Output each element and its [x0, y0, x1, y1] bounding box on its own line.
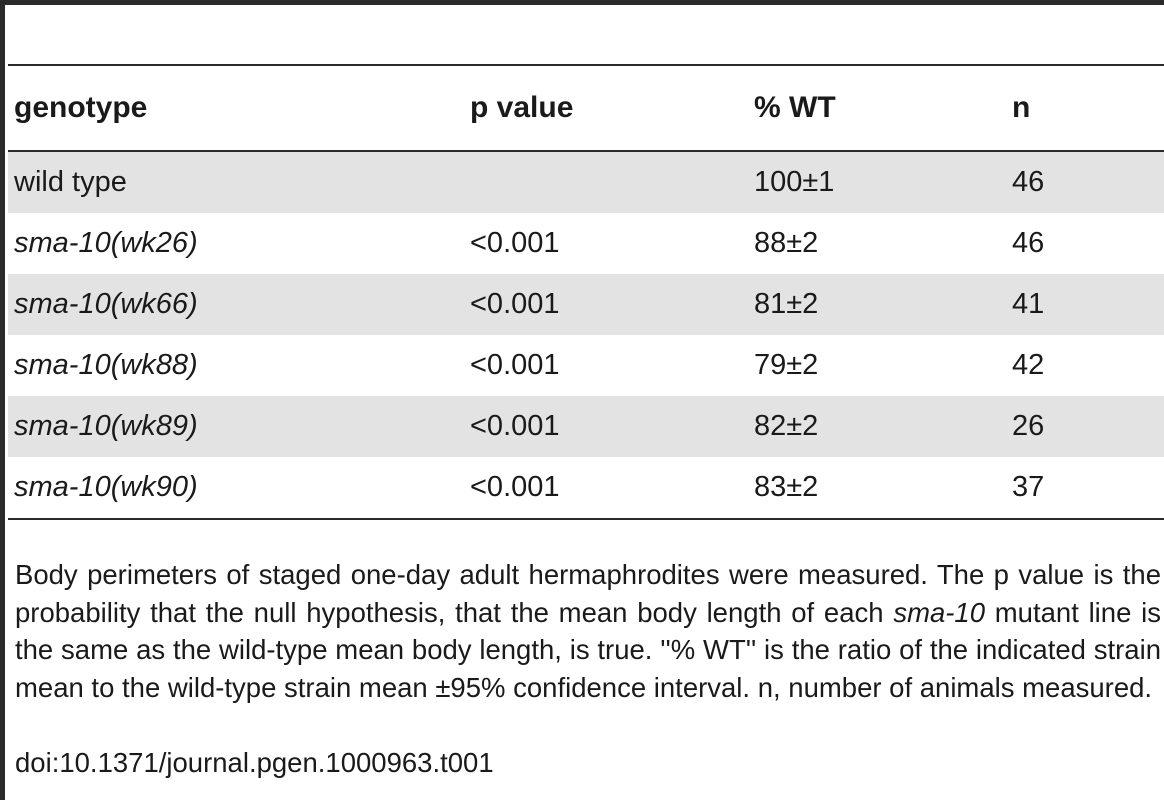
n-cell: 26 — [1012, 410, 1045, 442]
footnote-part-1: Body perimeters of staged one-day adult … — [15, 559, 1161, 628]
genotype-cell: sma-10(wk90) — [14, 471, 198, 503]
table-bottom-rule — [8, 518, 1164, 520]
pct-wt-cell: 81±2 — [754, 288, 819, 320]
header-rule — [8, 150, 1164, 152]
n-cell: 46 — [1012, 227, 1045, 259]
header-pct-wt: % WT — [754, 91, 836, 124]
top-border-rule — [0, 0, 1164, 5]
results-table: genotype p value % WT n wild type 100±1 … — [8, 64, 1164, 520]
n-cell: 46 — [1012, 166, 1045, 198]
genotype-cell: sma-10(wk66) — [14, 288, 198, 320]
p-value-cell: <0.001 — [470, 471, 560, 503]
header-genotype: genotype — [14, 91, 148, 124]
footnote-italic-term: sma-10 — [893, 596, 986, 628]
genotype-cell: sma-10(wk89) — [14, 410, 198, 442]
header-n: n — [1012, 91, 1031, 124]
table-row: sma-10(wk89) <0.001 82±2 26 — [8, 396, 1164, 457]
table-top-rule — [8, 64, 1164, 66]
p-value-cell: <0.001 — [470, 288, 560, 320]
doi-line: doi:10.1371/journal.pgen.1000963.t001 — [15, 747, 494, 778]
pct-wt-cell: 100±1 — [754, 166, 835, 198]
left-border-rule — [0, 0, 5, 800]
table-row: sma-10(wk88) <0.001 79±2 42 — [8, 335, 1164, 396]
genotype-cell: sma-10(wk26) — [14, 227, 198, 259]
header-p-value: p value — [470, 91, 574, 124]
pct-wt-cell: 88±2 — [754, 227, 819, 259]
table-row: sma-10(wk66) <0.001 81±2 41 — [8, 274, 1164, 335]
pct-wt-cell: 79±2 — [754, 349, 819, 381]
genotype-cell: wild type — [14, 166, 127, 198]
table-header-row: genotype p value % WT n — [8, 66, 1164, 150]
table-row: sma-10(wk26) <0.001 88±2 46 — [8, 213, 1164, 274]
table-footnote: Body perimeters of staged one-day adult … — [15, 556, 1161, 706]
footnote-text: Body perimeters of staged one-day adult … — [15, 556, 1161, 706]
p-value-cell: <0.001 — [470, 227, 560, 259]
p-value-cell: <0.001 — [470, 410, 560, 442]
n-cell: 42 — [1012, 349, 1045, 381]
table-row: sma-10(wk90) <0.001 83±2 37 — [8, 457, 1164, 518]
n-cell: 37 — [1012, 471, 1045, 503]
pct-wt-cell: 82±2 — [754, 410, 819, 442]
pct-wt-cell: 83±2 — [754, 471, 819, 503]
p-value-cell: <0.001 — [470, 349, 560, 381]
n-cell: 41 — [1012, 288, 1045, 320]
genotype-cell: sma-10(wk88) — [14, 349, 198, 381]
table-row: wild type 100±1 46 — [8, 152, 1164, 213]
footnote-part-2: mutant line is the same as the wild-type… — [15, 596, 1161, 703]
